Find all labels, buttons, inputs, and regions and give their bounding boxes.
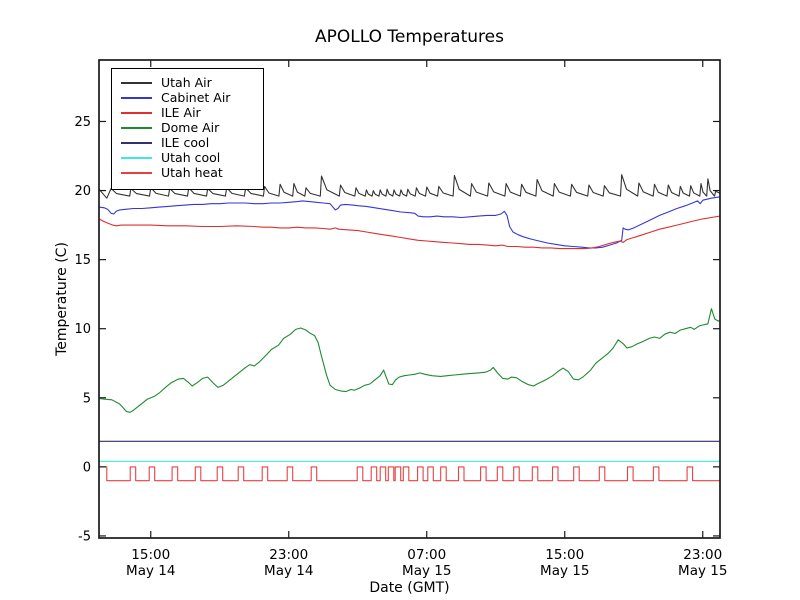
legend-item-utah-heat: Utah heat	[112, 165, 263, 180]
series-line-ile-air	[98, 215, 721, 250]
legend-item-dome-air: Dome Air	[112, 120, 263, 135]
series-line-dome-air	[98, 308, 721, 413]
x-tick-date-label: May 15	[678, 563, 727, 579]
legend-swatch-ile-air	[121, 111, 152, 114]
chart-legend: Utah Air Cabinet Air ILE Air Dome Air ILE co…	[111, 68, 264, 190]
legend-swatch-utah-air	[121, 81, 152, 84]
legend-label-dome-air: Dome Air	[161, 120, 220, 135]
legend-label-cabinet-air: Cabinet Air	[161, 90, 231, 105]
y-tick-label: 0	[83, 460, 91, 475]
y-axis-label: Temperature (C)	[54, 242, 70, 356]
legend-swatch-dome-air	[121, 126, 152, 129]
y-tick-label: 15	[74, 253, 91, 268]
x-tick-date-label: May 15	[540, 563, 589, 579]
legend-item-ile-air: ILE Air	[112, 105, 263, 120]
x-tick-time-label: 07:00	[407, 547, 446, 563]
x-tick-time-label: 23:00	[269, 547, 308, 563]
legend-item-ile-cool: ILE cool	[112, 135, 263, 150]
legend-item-cabinet-air: Cabinet Air	[112, 90, 263, 105]
x-tick-time-label: 15:00	[131, 547, 170, 563]
series-line-cabinet-air	[98, 196, 721, 249]
legend-label-ile-cool: ILE cool	[161, 135, 210, 150]
series-line-utah-heat	[99, 466, 720, 482]
y-tick-label: -5	[78, 529, 91, 544]
plot-border	[98, 59, 721, 539]
legend-label-utah-air: Utah Air	[161, 75, 212, 90]
legend-item-utah-cool: Utah cool	[112, 150, 263, 165]
x-tick-date-label: May 14	[126, 563, 175, 579]
legend-swatch-cabinet-air	[121, 96, 152, 99]
legend-label-utah-cool: Utah cool	[161, 150, 221, 165]
y-tick-label: 25	[74, 115, 91, 130]
x-tick-time-label: 23:00	[683, 547, 722, 563]
y-tick-label: 20	[74, 184, 91, 199]
legend-label-utah-heat: Utah heat	[161, 165, 223, 180]
x-tick-date-label: May 15	[402, 563, 451, 579]
legend-swatch-ile-cool	[121, 141, 152, 144]
legend-swatch-utah-cool	[121, 156, 152, 159]
legend-label-ile-air: ILE Air	[161, 105, 201, 120]
series-line-utah-air	[98, 174, 721, 199]
x-axis-label: Date (GMT)	[369, 580, 450, 596]
x-tick-time-label: 15:00	[545, 547, 584, 563]
y-tick-label: 10	[74, 322, 91, 337]
x-tick-date-label: May 14	[264, 563, 313, 579]
chart-title: APOLLO Temperatures	[315, 27, 504, 47]
legend-swatch-utah-heat	[121, 171, 152, 174]
y-tick-label: 5	[83, 391, 91, 406]
legend-item-utah-air: Utah Air	[112, 75, 263, 90]
